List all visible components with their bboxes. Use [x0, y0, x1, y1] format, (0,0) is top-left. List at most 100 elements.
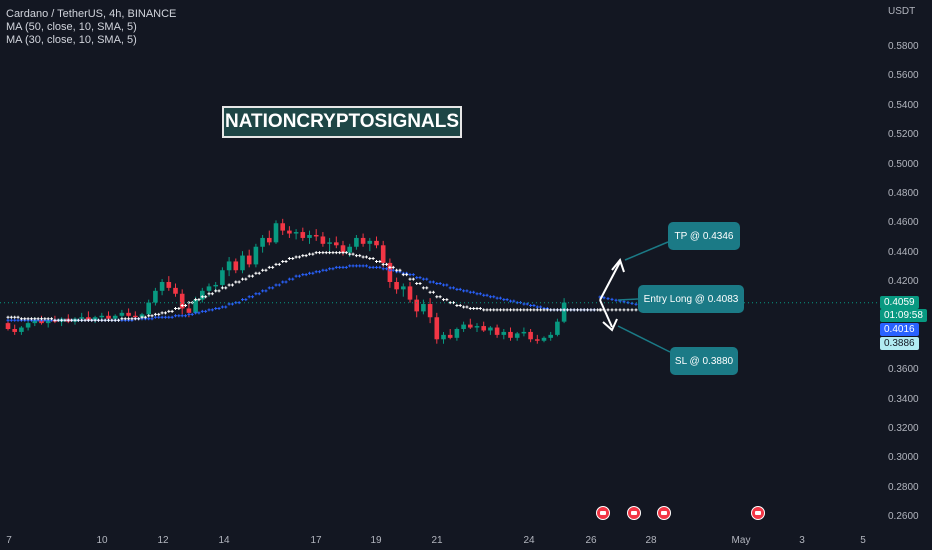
candle-body [454, 329, 460, 338]
ma-30-point [448, 301, 452, 305]
chart-pane[interactable]: Cardano / TetherUS, 4h, BINANCE MA (50, … [0, 0, 878, 528]
candle-body [159, 282, 165, 291]
ma-50-point [187, 312, 191, 316]
ma-30-legend[interactable]: MA (30, close, 10, SMA, 5) [6, 34, 137, 46]
ma-30-point [411, 277, 415, 281]
ma-50-point [375, 265, 378, 269]
tp-connector [624, 241, 669, 261]
ma-50-point [274, 283, 278, 287]
ma-50-point [475, 292, 479, 296]
tp-arrowhead [611, 257, 625, 273]
candle-body [173, 287, 178, 294]
ma-50-point [244, 298, 248, 302]
ma-30-point [455, 304, 459, 307]
event-flag-icon[interactable] [751, 506, 765, 520]
candlestick-chart[interactable] [0, 0, 878, 528]
ma-30-point [150, 314, 154, 318]
symbol-title[interactable]: Cardano / TetherUS, 4h, BINANCE [6, 8, 177, 20]
ma-30-point [70, 318, 74, 322]
candle-body [226, 261, 232, 271]
sl-arrowhead [602, 318, 618, 332]
ma-30-point [358, 254, 362, 258]
candle-body [79, 317, 84, 319]
ma-50-legend[interactable]: MA (50, close, 10, SMA, 5) [6, 21, 137, 33]
ma-30-point [634, 308, 638, 312]
price-tick: 0.4400 [888, 246, 919, 258]
candle-body [179, 293, 185, 309]
entry-connector [617, 298, 639, 301]
price-tick: 0.4600 [888, 217, 919, 229]
candle-body [25, 323, 31, 328]
ma-50-point [448, 286, 452, 290]
ma-50-point [267, 286, 271, 290]
ma-30-point [197, 298, 201, 302]
ma-30-point [157, 312, 161, 316]
candle-body [320, 236, 326, 244]
ma-50-point [364, 264, 368, 268]
ma-50-point [368, 265, 372, 269]
event-flag-icon[interactable] [596, 506, 610, 520]
candle-body [401, 286, 406, 290]
ma-30-point [381, 262, 385, 266]
ma-30-point [472, 306, 476, 310]
candle-body [494, 327, 500, 335]
price-axis[interactable]: USDT 0.5800 0.5600 0.5400 0.5200 0.5000 0.480… [878, 0, 932, 550]
ma-30-point [598, 308, 602, 312]
entry-callout: Entry Long @ 0.4083 [638, 285, 744, 313]
candle-body [354, 237, 359, 247]
ma-30-point [318, 251, 322, 255]
candle-body [112, 315, 118, 319]
ma-30-point [147, 314, 151, 318]
ma-50-point [294, 274, 298, 278]
ma-30-point [294, 255, 298, 259]
ma-30-point [525, 308, 529, 312]
ma-50-point [281, 280, 285, 284]
ma-30-point [405, 273, 409, 277]
price-tick: 0.5400 [888, 99, 919, 111]
time-axis[interactable]: 7 10 12 14 17 19 21 24 26 28 May 3 5 [0, 528, 878, 550]
price-tick: 0.5600 [888, 70, 919, 82]
ma-30-point [589, 308, 593, 312]
ma-30-point [519, 308, 523, 312]
ma-50-point [160, 315, 164, 319]
ma-30-point [314, 251, 318, 255]
ma-30-point [348, 252, 352, 256]
ma-30-point [435, 295, 439, 299]
ma-30-point [287, 257, 291, 260]
ma-30-point [438, 295, 442, 299]
candle-body [313, 235, 319, 237]
ma-50-point [277, 283, 281, 287]
candle-body [99, 315, 105, 318]
candle-body [394, 282, 399, 290]
ma-30-point [572, 308, 576, 312]
candle-body [555, 321, 560, 335]
event-flag-icon[interactable] [657, 506, 671, 520]
watermark-logo: NATIONCRYPTOSIGNALS [222, 106, 462, 138]
ma-30-point [579, 308, 583, 312]
ma-30-point [281, 259, 285, 263]
ma-value-tag: 0.4016 [880, 323, 919, 336]
ma-50-point [614, 298, 618, 302]
candle-body [186, 308, 192, 313]
candle-body [514, 333, 520, 338]
ma-30-point [442, 298, 445, 302]
ma-30-point [522, 308, 526, 312]
ma-50-point [264, 289, 268, 293]
candle-body [267, 237, 272, 243]
ma-50-point [502, 298, 506, 302]
ma-50-point [354, 264, 358, 268]
time-tick: 19 [370, 535, 382, 546]
ma-50-point [247, 295, 251, 299]
ma-50-point [344, 265, 348, 269]
event-flag-icon[interactable] [627, 506, 641, 520]
ma-50-point [217, 306, 221, 310]
candle-body [380, 245, 386, 263]
ma-30-point [40, 317, 43, 321]
ma-50-point [334, 265, 338, 269]
time-tick: 12 [157, 535, 169, 546]
ma-50-point [411, 273, 415, 277]
ma-30-point [375, 259, 378, 263]
ma-50-point [297, 274, 301, 278]
candle-body [307, 235, 312, 238]
ma-50-point [505, 298, 509, 302]
